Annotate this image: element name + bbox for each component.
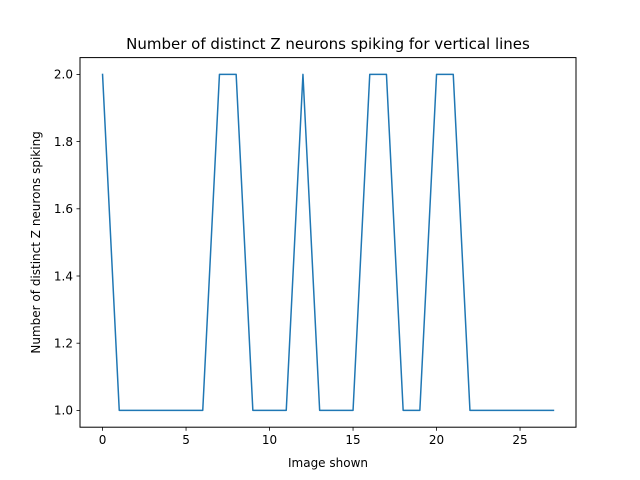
y-tick-label: 2.0	[54, 68, 73, 82]
x-axis: 0 5 10 15 20 25	[99, 427, 528, 447]
y-tick-label: 1.4	[54, 269, 73, 283]
y-tick-label: 1.6	[54, 202, 73, 216]
plot-area	[101, 73, 555, 412]
y-axis-label: Number of distinct Z neurons spiking	[29, 131, 43, 353]
x-tick-label: 20	[429, 433, 444, 447]
y-tick-label: 1.8	[54, 135, 73, 149]
y-tick-label: 1.2	[54, 337, 73, 351]
y-axis: 1.0 1.2 1.4 1.6 1.8 2.0	[54, 68, 80, 418]
axes-frame	[79, 57, 577, 428]
x-tick-label: 5	[182, 433, 190, 447]
x-tick-label: 25	[512, 433, 527, 447]
chart-title: Number of distinct Z neurons spiking for…	[126, 35, 530, 53]
series-line-0	[101, 73, 555, 412]
x-tick-label: 0	[99, 433, 107, 447]
x-tick-label: 15	[345, 433, 360, 447]
y-tick-label: 1.0	[54, 404, 73, 418]
x-axis-label: Image shown	[288, 456, 368, 470]
x-tick-label: 10	[262, 433, 277, 447]
